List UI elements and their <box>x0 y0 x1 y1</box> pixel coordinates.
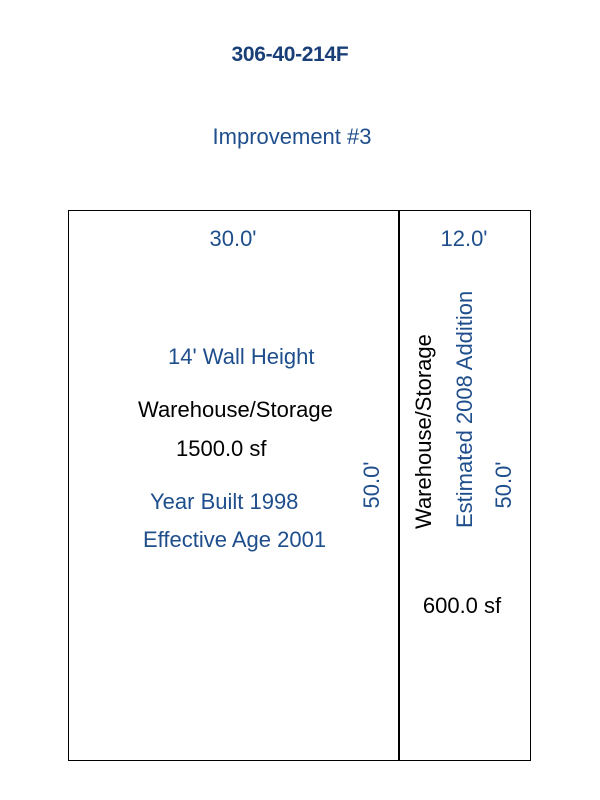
main-use-label: Warehouse/Storage <box>138 397 333 422</box>
addition-depth-label: 50.0' <box>491 461 516 509</box>
wall-height-label: 14' Wall Height <box>168 344 315 369</box>
addition-area-sf: 600.0 sf <box>422 593 502 618</box>
main-area-sf: 1500.0 sf <box>176 436 267 461</box>
main-width-label: 30.0' <box>209 226 257 251</box>
addition-area-outline <box>398 210 531 761</box>
parcel-id: 306-40-214F <box>231 43 349 66</box>
main-area-outline <box>68 210 400 761</box>
addition-width-label: 12.0' <box>440 226 488 251</box>
addition-note-label: Estimated 2008 Addition <box>452 290 477 528</box>
effective-age-label: Effective Age 2001 <box>143 527 327 552</box>
improvement-title: Improvement #3 <box>212 124 372 149</box>
main-depth-label: 50.0' <box>359 461 384 509</box>
addition-use-label: Warehouse/Storage <box>411 334 436 529</box>
year-built-label: Year Built 1998 <box>150 489 299 514</box>
